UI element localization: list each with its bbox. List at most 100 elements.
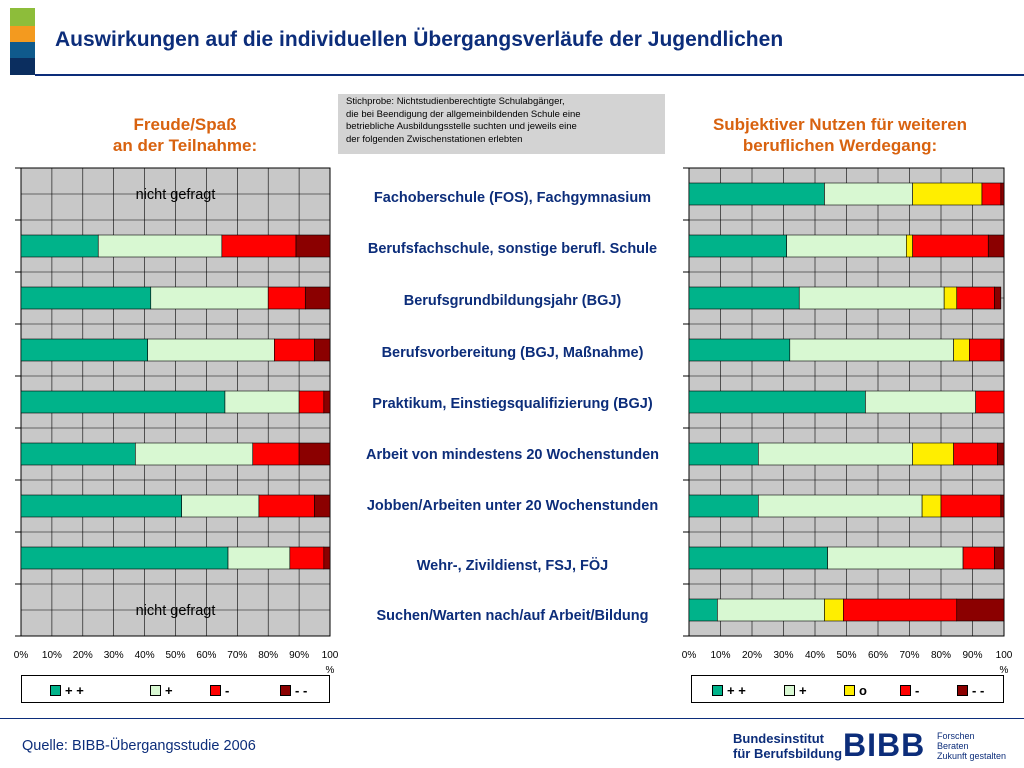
left-bar-segment [314, 494, 331, 518]
category-label: Suchen/Warten nach/auf Arbeit/Bildung [376, 608, 649, 624]
right-x-tick-label: 60% [868, 650, 888, 661]
logo-tag1: Forschen [937, 731, 975, 741]
right-x-tick-label: 90% [962, 650, 982, 661]
right-bar-segment [1000, 182, 1005, 206]
right-legend-label: o [859, 683, 867, 698]
left-bar-segment [20, 494, 182, 518]
left-chart-legend: + + + - - - [21, 675, 330, 703]
left-bar-segment [20, 234, 99, 258]
left-bar-segment [227, 546, 291, 570]
right-bar-segment [975, 390, 1005, 414]
right-x-tick-label: 100 [996, 650, 1013, 661]
right-legend-swatch [712, 685, 723, 696]
left-chart-title: Freude/Spaß an der Teilnahme: [60, 114, 310, 156]
right-x-tick-label: 0% [682, 650, 697, 661]
right-chart-title-line1: Subjektiver Nutzen für weiteren [712, 115, 968, 134]
left-bar-segment [97, 234, 223, 258]
left-chart: nicht gefragt nicht gefragt 0% 10% 20% 30% 40%… [14, 167, 339, 676]
left-x-tick-label: 30% [104, 650, 124, 661]
left-x-tick-label: 70% [227, 650, 247, 661]
bibb-logo-tagline: Forschen Beraten Zukunft gestalten [937, 731, 1006, 761]
right-x-tick-label: 40% [805, 650, 825, 661]
left-x-tick-label: 20% [73, 650, 93, 661]
right-bar-segment [789, 338, 954, 362]
left-bar-segment [295, 234, 331, 258]
sample-note-line1: Stichprobe: Nichtstudienberechtigte Schu… [346, 96, 565, 107]
right-x-tick-label: 80% [931, 650, 951, 661]
left-bar-segment [20, 338, 148, 362]
right-chart: 0% 10% 20% 30% 40% 50% 60% 70% 80% 90% 100% [682, 167, 1013, 676]
right-bar-segment [912, 442, 954, 466]
right-bar-segment [962, 546, 995, 570]
right-legend-swatch [900, 685, 911, 696]
deco-block-blue [10, 42, 35, 58]
left-bar-segment [224, 390, 300, 414]
right-legend-swatch [784, 685, 795, 696]
right-bar-segment [843, 598, 958, 622]
sample-note-line3: betriebliche Ausbildungsstelle suchten u… [346, 121, 577, 132]
right-bar-segment [688, 546, 828, 570]
right-chart-title: Subjektiver Nutzen für weiteren beruflic… [680, 114, 1000, 156]
right-x-tick-label: 50% [836, 650, 856, 661]
left-legend-swatch [210, 685, 221, 696]
right-bar-segment [912, 234, 989, 258]
left-x-tick-label: 100 [322, 650, 339, 661]
right-bar-segment [758, 494, 923, 518]
right-bar-segment [717, 598, 825, 622]
right-bar-segment [994, 546, 1005, 570]
left-bar-segment [298, 390, 325, 414]
left-bar-segment [323, 390, 331, 414]
right-legend-item: - - [957, 683, 984, 698]
right-bar-segment [827, 546, 964, 570]
right-bar-segment [1000, 338, 1005, 362]
left-bar-segment [323, 546, 331, 570]
left-bar-segment [304, 286, 331, 310]
right-bar-segment [906, 234, 913, 258]
left-bar-segment [20, 442, 136, 466]
left-bar-segment [252, 442, 300, 466]
left-bar-segment [258, 494, 315, 518]
left-legend-label: + [165, 683, 173, 698]
right-bar-segment [688, 182, 825, 206]
left-legend-label: - [225, 683, 230, 698]
left-bar-segment [20, 546, 229, 570]
right-legend-label: - - [972, 683, 985, 698]
left-legend-swatch [50, 685, 61, 696]
left-chart-title-line2: an der Teilnahme: [112, 136, 258, 155]
right-bar-segment [994, 286, 1002, 310]
right-x-unit-label: % [1000, 665, 1009, 676]
bibb-logo-text: Bundesinstitut für Berufsbildung [733, 731, 842, 761]
right-bar-segment [921, 494, 942, 518]
right-bar-segment [956, 286, 995, 310]
deco-block-navy [10, 58, 35, 75]
right-bar-segment [953, 442, 999, 466]
left-bar-segment [274, 338, 315, 362]
left-bar-segment [289, 546, 325, 570]
right-bar-segment [688, 390, 866, 414]
page-title: Auswirkungen auf die individuellen Überg… [55, 28, 784, 51]
category-label: Wehr-, Zivildienst, FSJ, FÖJ [416, 558, 609, 574]
left-bar-segment [150, 286, 269, 310]
right-legend-item: o [844, 683, 867, 698]
right-chart-title-line2: beruflichen Werdegang: [742, 136, 938, 155]
left-bar-segment [20, 390, 226, 414]
left-bar-segment [221, 234, 297, 258]
right-bar-segment [824, 598, 844, 622]
right-x-tick-label: 30% [773, 650, 793, 661]
left-legend-item: - - [280, 683, 307, 698]
right-x-tick-label: 10% [710, 650, 730, 661]
source-note: Quelle: BIBB-Übergangsstudie 2006 [22, 738, 256, 754]
right-bar-segment [969, 338, 1002, 362]
right-x-tick-label: 70% [899, 650, 919, 661]
deco-block-green [10, 8, 35, 26]
right-bar-segment [1000, 494, 1005, 518]
right-legend-label: - [915, 683, 920, 698]
left-x-tick-label: 50% [165, 650, 185, 661]
left-legend-label: + + [65, 683, 84, 698]
category-label: Jobben/Arbeiten unter 20 Wochenstunden [366, 498, 659, 514]
left-legend-swatch [280, 685, 291, 696]
category-label: Berufsgrundbildungsjahr (BGJ) [403, 293, 622, 309]
left-x-tick-label: 0% [14, 650, 29, 661]
right-bar-segment [953, 338, 970, 362]
left-legend-swatch [150, 685, 161, 696]
